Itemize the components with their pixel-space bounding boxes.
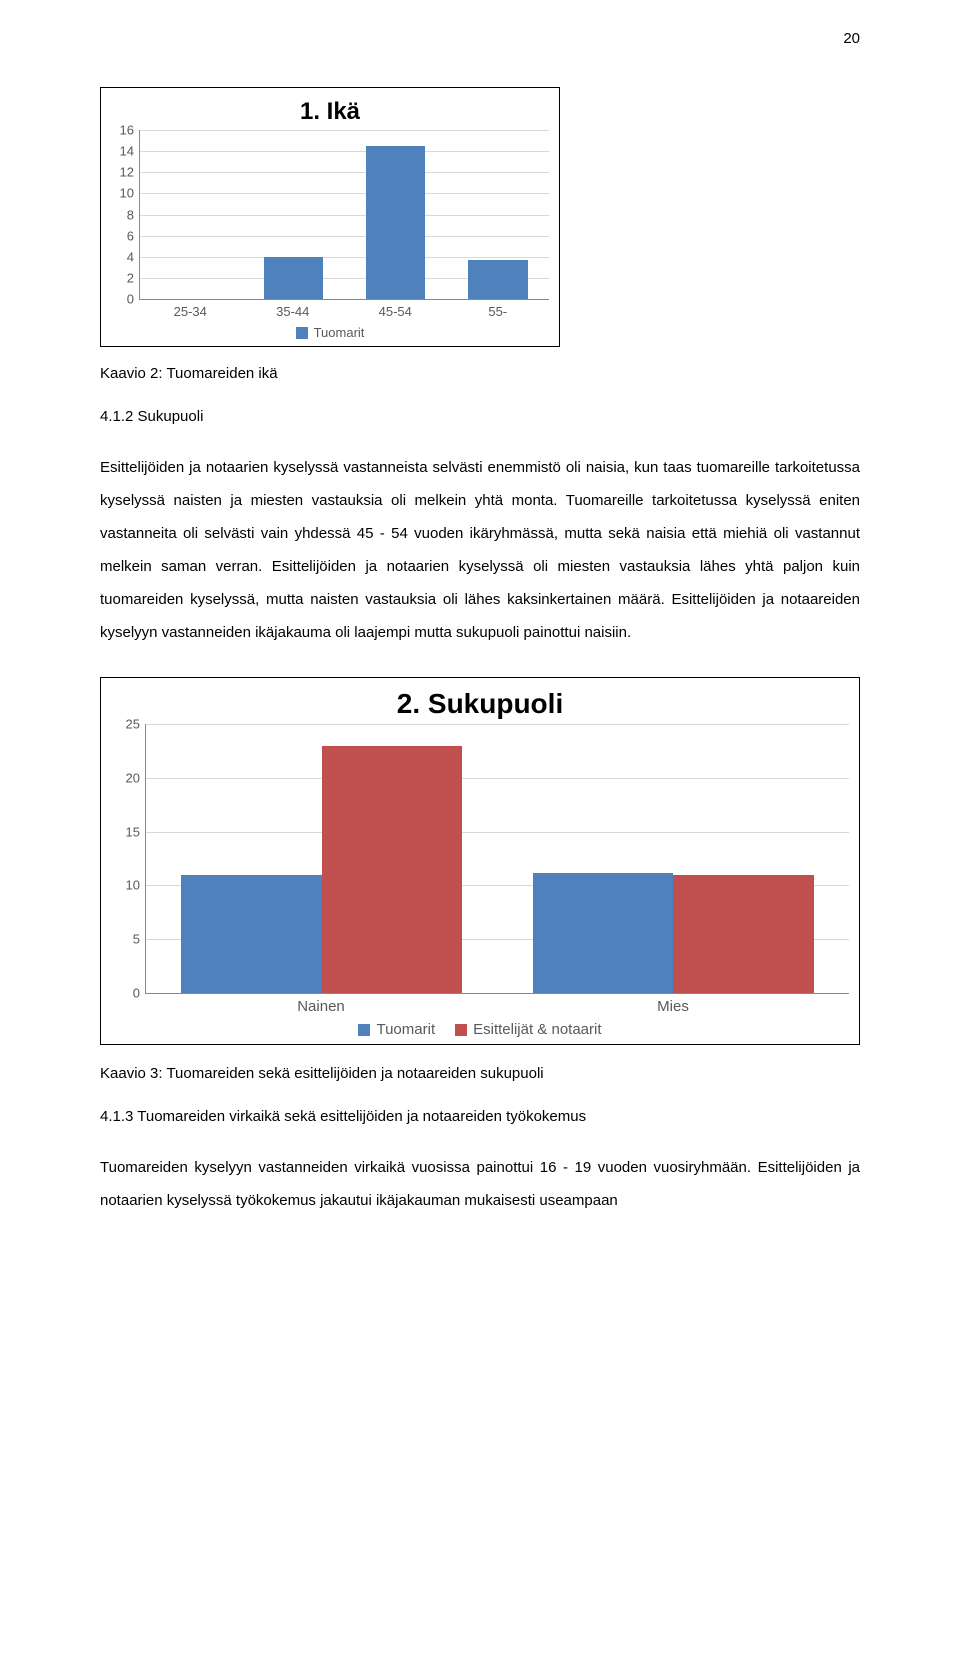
y-tick-label: 2 — [127, 270, 140, 285]
legend-swatch — [358, 1024, 370, 1036]
category-slot — [146, 724, 498, 993]
paragraph-1: Esittelijöiden ja notaarien kyselyssä va… — [100, 451, 860, 649]
x-label: Nainen — [145, 998, 497, 1015]
x-label: 55- — [447, 304, 550, 319]
y-tick-label: 20 — [126, 770, 146, 785]
chart1-plot: 0246810121416 — [139, 130, 549, 300]
x-label: 35-44 — [242, 304, 345, 319]
legend-label: Esittelijät & notaarit — [473, 1021, 601, 1038]
caption-chart2: Kaavio 3: Tuomareiden sekä esittelijöide… — [100, 1065, 860, 1082]
chart-sukupuoli: 2. Sukupuoli 0510152025 NainenMies Tuoma… — [100, 677, 860, 1045]
page-number: 20 — [100, 30, 860, 47]
x-label: 45-54 — [344, 304, 447, 319]
y-tick-label: 12 — [120, 165, 140, 180]
bar — [264, 257, 323, 299]
y-tick-label: 16 — [120, 123, 140, 138]
legend-item: Tuomarit — [296, 325, 365, 340]
bar — [533, 873, 674, 994]
paragraph-2: Tuomareiden kyselyyn vastanneiden virkai… — [100, 1151, 860, 1217]
legend-item: Tuomarit — [358, 1021, 435, 1038]
y-tick-label: 6 — [127, 228, 140, 243]
category-slot — [242, 130, 344, 299]
y-tick-label: 8 — [127, 207, 140, 222]
category-slot — [498, 724, 850, 993]
legend-swatch — [455, 1024, 467, 1036]
chart1-xlabels: 25-3435-4445-5455- — [139, 304, 549, 319]
category-slot — [140, 130, 242, 299]
bar — [322, 746, 463, 993]
y-tick-label: 0 — [133, 986, 146, 1001]
bars-row — [146, 724, 849, 993]
legend-label: Tuomarit — [314, 325, 365, 340]
chart2-title: 2. Sukupuoli — [111, 688, 849, 720]
bar — [673, 875, 814, 993]
chart-ika: 1. Ikä 0246810121416 25-3435-4445-5455- … — [100, 87, 560, 347]
bar — [366, 146, 425, 299]
section-heading-4-1-2: 4.1.2 Sukupuoli — [100, 408, 860, 425]
y-tick-label: 0 — [127, 292, 140, 307]
category-slot — [447, 130, 549, 299]
legend-label: Tuomarit — [376, 1021, 435, 1038]
category-slot — [345, 130, 447, 299]
chart2-xlabels: NainenMies — [145, 998, 849, 1015]
section-heading-4-1-3: 4.1.3 Tuomareiden virkaikä sekä esitteli… — [100, 1108, 860, 1125]
y-tick-label: 5 — [133, 932, 146, 947]
y-tick-label: 10 — [126, 878, 146, 893]
y-tick-label: 25 — [126, 717, 146, 732]
chart2-legend: Tuomarit Esittelijät & notaarit — [111, 1021, 849, 1038]
bars-row — [140, 130, 549, 299]
bar — [468, 260, 527, 299]
chart2-plot: 0510152025 — [145, 724, 849, 994]
y-tick-label: 4 — [127, 249, 140, 264]
x-label: 25-34 — [139, 304, 242, 319]
chart1-legend: Tuomarit — [111, 325, 549, 340]
y-tick-label: 14 — [120, 144, 140, 159]
x-label: Mies — [497, 998, 849, 1015]
chart1-title: 1. Ikä — [111, 98, 549, 126]
y-tick-label: 15 — [126, 824, 146, 839]
legend-item: Esittelijät & notaarit — [455, 1021, 601, 1038]
caption-chart1: Kaavio 2: Tuomareiden ikä — [100, 365, 860, 382]
legend-swatch — [296, 327, 308, 339]
bar — [181, 875, 322, 993]
y-tick-label: 10 — [120, 186, 140, 201]
